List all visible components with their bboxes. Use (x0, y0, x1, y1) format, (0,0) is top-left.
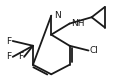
Text: F: F (6, 36, 11, 46)
Text: N: N (54, 11, 61, 20)
Text: NH: NH (71, 19, 84, 28)
Text: F: F (6, 52, 11, 61)
Text: F: F (18, 52, 23, 61)
Text: Cl: Cl (90, 46, 99, 55)
